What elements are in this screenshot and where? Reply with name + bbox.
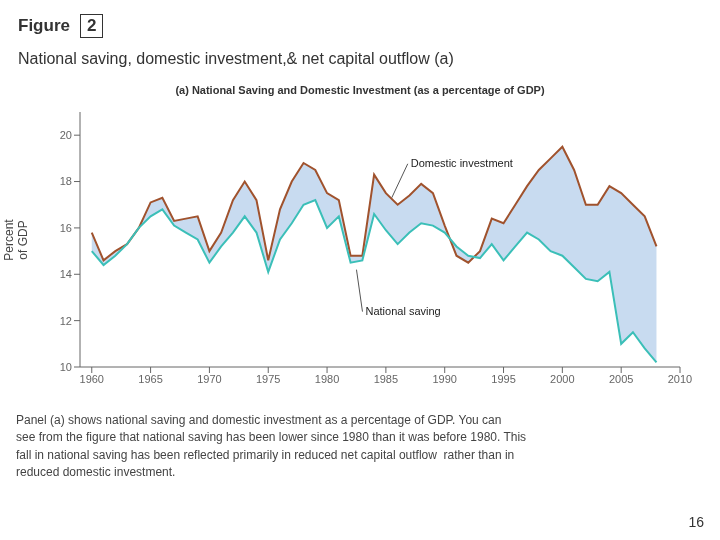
html-text:(a) National Saving and Domest: (a) National Saving and Domestic Investm… bbox=[175, 84, 545, 96]
svg-text:1960: 1960 bbox=[80, 373, 104, 385]
svg-text:18: 18 bbox=[60, 175, 72, 187]
html-text:Percent of GDP: Percent of GDP bbox=[1, 218, 30, 261]
svg-text:16: 16 bbox=[60, 222, 72, 234]
html-text:Panel (a) shows national savin: Panel (a) shows national saving and dome… bbox=[16, 413, 527, 480]
svg-text:2005: 2005 bbox=[609, 373, 633, 385]
html-text:2: 2 bbox=[87, 16, 97, 35]
svg-text:1985: 1985 bbox=[374, 373, 398, 385]
svg-text:2000: 2000 bbox=[550, 373, 574, 385]
svg-text:2010: 2010 bbox=[668, 373, 692, 385]
svg-text:10: 10 bbox=[60, 361, 72, 373]
svg-text:1980: 1980 bbox=[315, 373, 339, 385]
svg-text:1990: 1990 bbox=[432, 373, 456, 385]
svg-text:1970: 1970 bbox=[197, 373, 221, 385]
svg-text:12: 12 bbox=[60, 315, 72, 327]
svg-text:1995: 1995 bbox=[491, 373, 515, 385]
html-text:National saving, domestic inve: National saving, domestic investment,& n… bbox=[18, 50, 454, 67]
html-text:Figure: Figure bbox=[18, 16, 70, 35]
svg-text:20: 20 bbox=[60, 129, 72, 141]
svg-text:Domestic investment: Domestic investment bbox=[411, 157, 513, 169]
svg-text:14: 14 bbox=[60, 268, 72, 280]
svg-text:1975: 1975 bbox=[256, 373, 280, 385]
html-text:16: 16 bbox=[688, 514, 704, 530]
svg-text:National saving: National saving bbox=[365, 305, 440, 317]
svg-text:1965: 1965 bbox=[138, 373, 162, 385]
